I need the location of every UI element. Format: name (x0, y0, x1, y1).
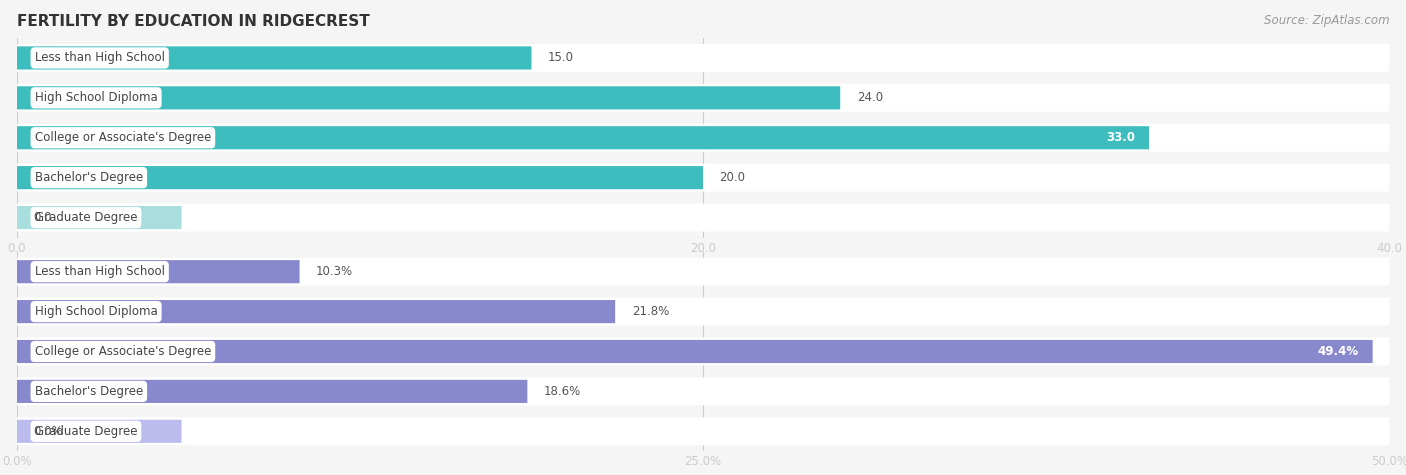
FancyBboxPatch shape (17, 124, 1389, 152)
FancyBboxPatch shape (17, 166, 703, 189)
FancyBboxPatch shape (17, 258, 1389, 285)
FancyBboxPatch shape (17, 204, 1389, 231)
FancyBboxPatch shape (17, 206, 181, 229)
FancyBboxPatch shape (17, 86, 841, 109)
Text: High School Diploma: High School Diploma (35, 305, 157, 318)
Text: Bachelor's Degree: Bachelor's Degree (35, 171, 143, 184)
Text: Less than High School: Less than High School (35, 265, 165, 278)
FancyBboxPatch shape (17, 298, 1389, 325)
Text: 15.0: 15.0 (548, 51, 574, 65)
FancyBboxPatch shape (17, 44, 1389, 72)
Text: 0.0%: 0.0% (34, 425, 63, 438)
FancyBboxPatch shape (17, 420, 181, 443)
Text: 10.3%: 10.3% (316, 265, 353, 278)
FancyBboxPatch shape (17, 340, 1372, 363)
Text: High School Diploma: High School Diploma (35, 91, 157, 104)
Text: College or Associate's Degree: College or Associate's Degree (35, 345, 211, 358)
FancyBboxPatch shape (17, 300, 616, 323)
Text: 0.0: 0.0 (34, 211, 52, 224)
FancyBboxPatch shape (17, 338, 1389, 365)
FancyBboxPatch shape (17, 126, 1149, 149)
Text: Less than High School: Less than High School (35, 51, 165, 65)
FancyBboxPatch shape (17, 84, 1389, 112)
FancyBboxPatch shape (17, 378, 1389, 405)
Text: FERTILITY BY EDUCATION IN RIDGECREST: FERTILITY BY EDUCATION IN RIDGECREST (17, 14, 370, 29)
FancyBboxPatch shape (17, 260, 299, 283)
Text: Graduate Degree: Graduate Degree (35, 211, 138, 224)
Text: 24.0: 24.0 (856, 91, 883, 104)
FancyBboxPatch shape (17, 418, 1389, 445)
Text: 49.4%: 49.4% (1317, 345, 1360, 358)
FancyBboxPatch shape (17, 380, 527, 403)
Text: 33.0: 33.0 (1107, 131, 1135, 144)
Text: 21.8%: 21.8% (631, 305, 669, 318)
FancyBboxPatch shape (17, 47, 531, 69)
Text: College or Associate's Degree: College or Associate's Degree (35, 131, 211, 144)
Text: Graduate Degree: Graduate Degree (35, 425, 138, 438)
Text: Source: ZipAtlas.com: Source: ZipAtlas.com (1264, 14, 1389, 27)
FancyBboxPatch shape (17, 164, 1389, 191)
Text: 18.6%: 18.6% (544, 385, 581, 398)
Text: 20.0: 20.0 (720, 171, 745, 184)
Text: Bachelor's Degree: Bachelor's Degree (35, 385, 143, 398)
